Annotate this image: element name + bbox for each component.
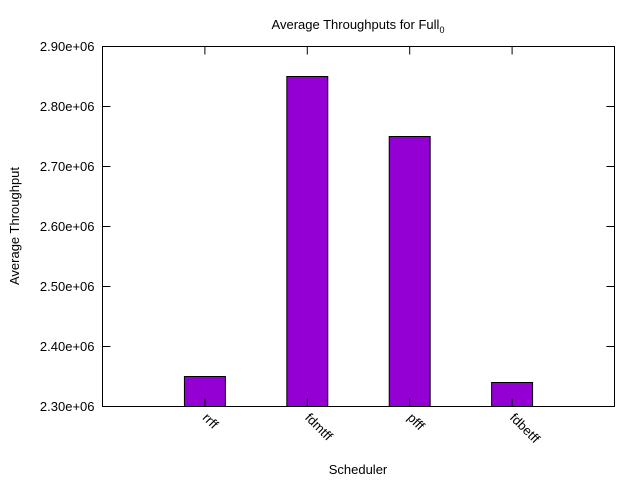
y-tick-label: 2.80e+06 [40, 99, 95, 114]
y-tick-label: 2.60e+06 [40, 219, 95, 234]
chart-title-subscript: 0 [439, 25, 444, 35]
y-tick-label: 2.30e+06 [40, 399, 95, 414]
plot-frame [102, 46, 615, 407]
y-tick-label: 2.90e+06 [40, 39, 95, 54]
y-tick-label: 2.40e+06 [40, 339, 95, 354]
y-tick-label: 2.50e+06 [40, 279, 95, 294]
x-tick-label-fdbetff: fdbetff [507, 410, 543, 446]
bar-fdmtff [286, 76, 329, 407]
bar-pfff [388, 136, 431, 407]
chart-title: Average Throughputs for Full0 [272, 17, 445, 35]
x-tick-label-fdmtff: fdmtff [302, 410, 336, 444]
x-tick-label-rrff: rrff [200, 410, 222, 432]
x-tick-label-pfff: pfff [405, 410, 428, 433]
x-axis-title: Scheduler [329, 462, 388, 477]
y-axis-title: Average Throughput [7, 167, 22, 285]
y-tick-label: 2.70e+06 [40, 159, 95, 174]
